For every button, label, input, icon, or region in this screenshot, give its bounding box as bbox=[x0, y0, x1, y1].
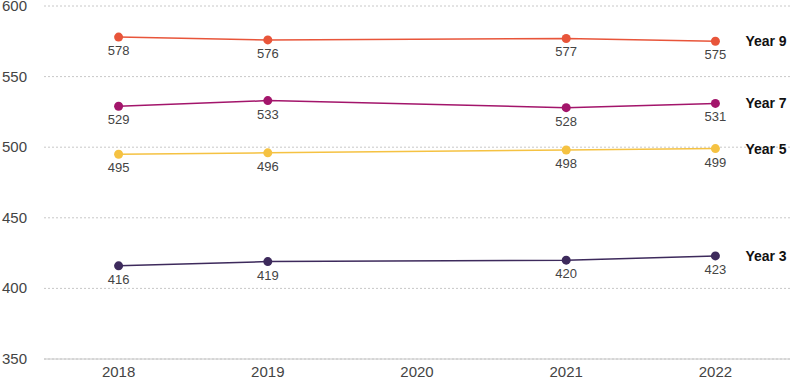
y-tick-label: 550 bbox=[2, 68, 27, 85]
data-label: 499 bbox=[705, 155, 727, 170]
y-tick-label: 450 bbox=[2, 209, 27, 226]
series-marker bbox=[711, 144, 720, 153]
series-marker bbox=[114, 261, 123, 270]
data-label: 577 bbox=[555, 44, 577, 59]
data-label: 576 bbox=[257, 46, 279, 61]
series-marker bbox=[562, 103, 571, 112]
series-marker bbox=[263, 96, 272, 105]
x-tick-label: 2019 bbox=[251, 363, 284, 380]
data-label: 533 bbox=[257, 107, 279, 122]
data-label: 419 bbox=[257, 268, 279, 283]
x-tick-label: 2018 bbox=[102, 363, 135, 380]
data-label: 531 bbox=[705, 109, 727, 124]
data-label: 423 bbox=[705, 262, 727, 277]
series-marker bbox=[263, 257, 272, 266]
grid-line bbox=[44, 6, 790, 7]
data-label: 495 bbox=[108, 160, 130, 175]
series-name: Year 5 bbox=[745, 141, 786, 157]
grid-line bbox=[44, 288, 790, 289]
series-marker bbox=[114, 150, 123, 159]
data-label: 416 bbox=[108, 272, 130, 287]
data-label: 529 bbox=[108, 112, 130, 127]
x-tick-label: 2022 bbox=[699, 363, 732, 380]
y-tick-label: 600 bbox=[2, 0, 27, 14]
series-name: Year 9 bbox=[745, 33, 786, 49]
x-axis-line bbox=[44, 359, 790, 360]
series-marker bbox=[562, 34, 571, 43]
grid-line bbox=[44, 76, 790, 77]
grid-line bbox=[44, 217, 790, 218]
series-marker bbox=[562, 146, 571, 155]
series-marker bbox=[711, 37, 720, 46]
data-label: 578 bbox=[108, 43, 130, 58]
data-label: 496 bbox=[257, 159, 279, 174]
y-tick-label: 350 bbox=[2, 350, 27, 367]
series-line bbox=[119, 101, 716, 108]
series-marker bbox=[263, 35, 272, 44]
grid-line bbox=[44, 147, 790, 148]
data-label: 498 bbox=[555, 156, 577, 171]
x-tick-label: 2020 bbox=[400, 363, 433, 380]
chart-svg: 350 400 450 500 550 600 2018 2019 2020 2021 2022 57… bbox=[0, 0, 792, 380]
data-label: 528 bbox=[555, 114, 577, 129]
series-marker bbox=[562, 256, 571, 265]
y-tick-label: 500 bbox=[2, 138, 27, 155]
series-marker bbox=[263, 148, 272, 157]
chart-container: 350 400 450 500 550 600 2018 2019 2020 2021 2022 57… bbox=[0, 0, 792, 380]
x-tick-label: 2021 bbox=[550, 363, 583, 380]
series-name: Year 7 bbox=[745, 95, 786, 111]
series-line bbox=[119, 149, 716, 155]
series-marker bbox=[114, 102, 123, 111]
data-label: 420 bbox=[555, 266, 577, 281]
series-name: Year 3 bbox=[745, 248, 786, 264]
plot-area bbox=[114, 33, 720, 271]
series-marker bbox=[711, 99, 720, 108]
series-marker bbox=[114, 33, 123, 42]
y-tick-label: 400 bbox=[2, 279, 27, 296]
data-label: 575 bbox=[705, 47, 727, 62]
grid-line bbox=[44, 359, 790, 360]
series-line bbox=[119, 256, 716, 266]
labels: 578 576 577 575 Year 9 529 533 528 531 Year 7 495 4… bbox=[108, 33, 787, 287]
series-line bbox=[119, 37, 716, 41]
series-marker bbox=[711, 251, 720, 260]
